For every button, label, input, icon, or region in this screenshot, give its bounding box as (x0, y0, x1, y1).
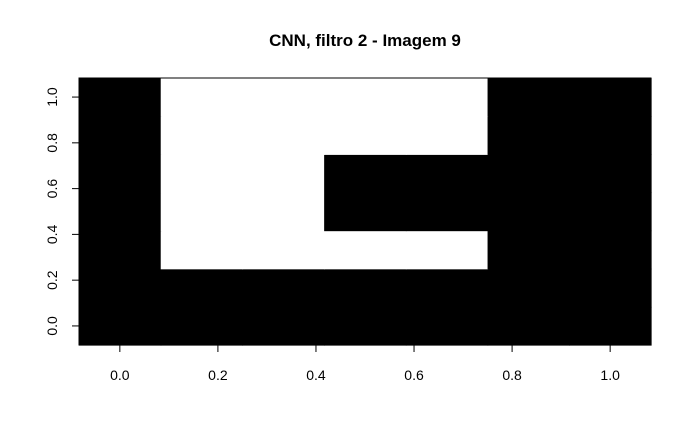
heatmap-cell (160, 306, 244, 346)
x-tick-label: 1.0 (600, 367, 620, 383)
x-tick-label: 0.6 (404, 367, 424, 383)
heatmap-cell (569, 116, 652, 155)
heatmap-cell (160, 116, 244, 155)
heatmap-cell (487, 116, 570, 155)
heatmap-cell (242, 77, 325, 117)
y-tick-label: 0.8 (44, 133, 60, 153)
heatmap-cell (487, 230, 570, 270)
heatmap-cell (405, 77, 489, 117)
heatmap-cell (242, 230, 325, 270)
heatmap-cell (487, 154, 570, 194)
heatmap-cell (487, 306, 570, 346)
heatmap-cell (78, 77, 162, 117)
heatmap-cell (160, 192, 244, 232)
heatmap-cell (487, 77, 570, 117)
heatmap-cell (405, 192, 489, 232)
plot-frame (78, 77, 652, 346)
heatmap-cell (78, 154, 162, 194)
heatmap-cell (324, 268, 407, 308)
heatmap-cell (242, 116, 325, 155)
heatmap-cell (242, 268, 325, 308)
y-axis: 0.0 0.2 0.4 0.6 0.8 1.0 (44, 87, 79, 336)
y-tick-label: 1.0 (44, 87, 60, 107)
x-axis: 0.0 0.2 0.4 0.6 0.8 1.0 (110, 345, 620, 383)
heatmap-cell (487, 192, 570, 232)
heatmap-cell (324, 116, 407, 155)
heatmap-cell (405, 116, 489, 155)
heatmap-cell (78, 230, 162, 270)
heatmap-cell (242, 154, 325, 194)
heatmap-cell (569, 77, 652, 117)
x-tick-label: 0.2 (208, 367, 228, 383)
heatmap-cell (569, 154, 652, 194)
heatmap-cell (160, 77, 244, 117)
heatmap-cells (78, 77, 652, 346)
chart-title: CNN, filtro 2 - Imagem 9 (269, 31, 461, 50)
heatmap-cell (78, 306, 162, 346)
heatmap-cell (78, 192, 162, 232)
y-tick-label: 0.4 (44, 224, 60, 244)
heatmap-cell (405, 268, 489, 308)
heatmap-cell (569, 306, 652, 346)
heatmap-cell (242, 306, 325, 346)
heatmap-cell (324, 77, 407, 117)
heatmap-cell (78, 268, 162, 308)
heatmap-cell (405, 230, 489, 270)
heatmap-cell (324, 192, 407, 232)
heatmap-cell (324, 230, 407, 270)
heatmap-cell (160, 268, 244, 308)
heatmap-cell (487, 268, 570, 308)
x-tick-label: 0.4 (306, 367, 326, 383)
x-tick-label: 0.8 (502, 367, 522, 383)
heatmap-cell (569, 192, 652, 232)
heatmap-cell (405, 154, 489, 194)
heatmap-cell (324, 306, 407, 346)
heatmap-cell (242, 192, 325, 232)
heatmap-cell (160, 230, 244, 270)
y-tick-label: 0.0 (44, 316, 60, 336)
y-tick-label: 0.6 (44, 179, 60, 199)
heatmap-cell (569, 230, 652, 270)
heatmap-cell (569, 268, 652, 308)
y-tick-label: 0.2 (44, 270, 60, 290)
heatmap-cell (160, 154, 244, 194)
heatmap-cell (78, 116, 162, 155)
x-tick-label: 0.0 (110, 367, 130, 383)
heatmap-cell (324, 154, 407, 194)
heatmap-cell (405, 306, 489, 346)
